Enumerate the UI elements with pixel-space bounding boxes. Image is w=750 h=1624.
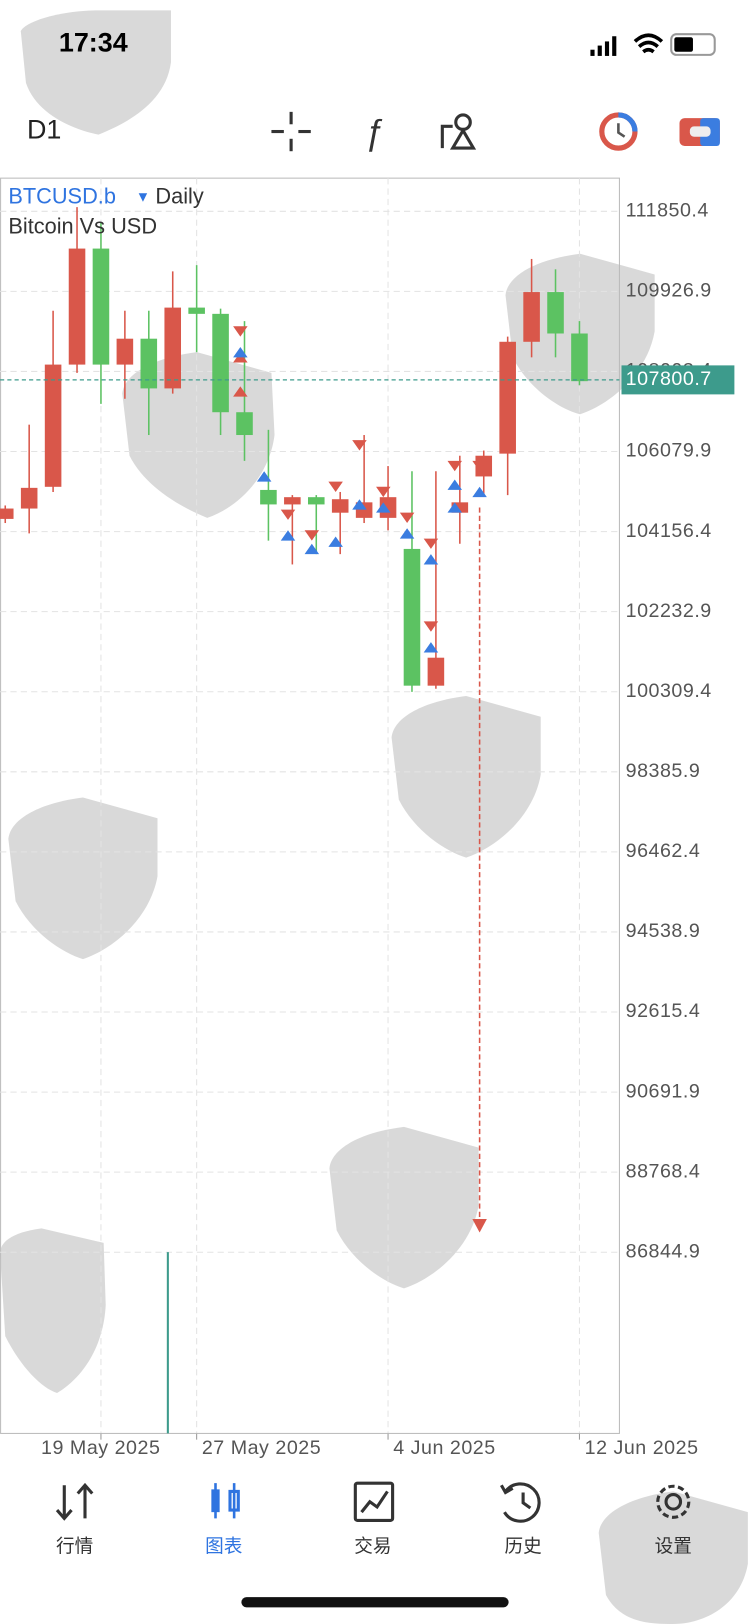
y-tick-label: 86844.9 <box>626 1240 701 1262</box>
x-tick-label: 19 May 2025 <box>41 1437 160 1459</box>
candle-body <box>20 487 38 509</box>
candle-body <box>140 338 158 389</box>
symbol-dropdown[interactable]: ▼ <box>136 190 150 206</box>
candle-body <box>403 548 421 686</box>
period: Daily <box>155 184 203 209</box>
history-icon <box>500 1482 541 1523</box>
status-bar: 17:34 <box>59 28 716 58</box>
y-tick-label: 104156.4 <box>626 520 712 542</box>
symbol[interactable]: BTCUSD.b <box>8 184 116 209</box>
candle-body <box>0 508 14 519</box>
signal-icon <box>590 36 617 56</box>
trade-arrow <box>472 1219 487 1233</box>
tab-label[interactable]: 行情 <box>56 1535 93 1556</box>
trade-icon <box>353 1481 395 1522</box>
y-tick-label: 88768.4 <box>626 1160 701 1182</box>
crosshair-button[interactable] <box>271 111 311 152</box>
trade-button[interactable] <box>679 118 720 147</box>
x-tick-label: 4 Jun 2025 <box>393 1437 495 1459</box>
y-tick-label: 111850.4 <box>626 200 709 222</box>
tab-label[interactable]: 交易 <box>354 1535 391 1556</box>
quotes-icon <box>55 1482 94 1521</box>
y-tick-label: 94538.9 <box>626 920 701 942</box>
tab-label[interactable]: 历史 <box>504 1535 541 1556</box>
candle-body <box>451 502 469 513</box>
candle-body <box>571 333 588 382</box>
y-tick-label: 90691.9 <box>626 1080 701 1102</box>
wifi-icon <box>633 33 664 54</box>
current-price-badge <box>621 365 735 395</box>
candle-body <box>116 338 134 365</box>
objects-button[interactable] <box>440 113 477 150</box>
candle-body <box>547 292 564 334</box>
candle-body <box>307 497 325 505</box>
tab-label[interactable]: 设置 <box>655 1535 692 1556</box>
y-tick-label: 96462.4 <box>626 840 701 862</box>
indicators-button[interactable]: ƒ <box>364 113 384 153</box>
candle-body <box>92 248 110 365</box>
timeframe[interactable]: D1 <box>27 115 61 145</box>
y-tick-label: 102232.9 <box>626 600 712 622</box>
home-indicator <box>241 1597 509 1608</box>
y-tick-label: 92615.4 <box>626 1000 701 1022</box>
description: Bitcoin Vs USD <box>8 214 157 239</box>
candle-body <box>212 313 229 413</box>
y-tick-label: 109926.9 <box>626 280 712 302</box>
watermarks <box>0 10 748 1624</box>
candle-body <box>164 307 182 389</box>
y-tick-label: 98385.9 <box>626 760 701 782</box>
candle-body <box>499 341 516 454</box>
chart: BTCUSD.b ▼ Daily Bitcoin Vs USD 111850.4… <box>0 177 735 1440</box>
x-tick-label: 27 May 2025 <box>202 1437 321 1459</box>
tab-bar: 行情 图表 交易 历史 设置 <box>55 1481 692 1608</box>
candle-body <box>331 499 349 513</box>
y-tick-label: 100309.4 <box>626 680 712 702</box>
battery-icon <box>670 33 716 56</box>
candle-body <box>188 307 205 314</box>
candle-body <box>379 497 397 518</box>
tab-label[interactable]: 图表 <box>205 1535 243 1556</box>
candle-body <box>236 412 253 436</box>
candle-body <box>284 497 301 505</box>
candle-body <box>44 364 62 487</box>
battery-level <box>674 37 693 52</box>
candle-body <box>427 657 445 686</box>
clock: 17:34 <box>59 28 128 58</box>
y-tick-label: 106079.9 <box>626 440 712 462</box>
candle-body <box>523 292 540 342</box>
signal-button[interactable] <box>599 112 638 151</box>
toolbar: D1 ƒ <box>27 111 720 153</box>
candle-body <box>68 248 86 365</box>
plot-frame <box>0 177 620 1434</box>
current-price-label: 107800.7 <box>626 368 712 390</box>
candle-body <box>260 489 277 505</box>
chart-icon <box>211 1483 240 1519</box>
x-tick-label: 12 Jun 2025 <box>585 1437 699 1459</box>
settings-icon <box>656 1484 691 1519</box>
